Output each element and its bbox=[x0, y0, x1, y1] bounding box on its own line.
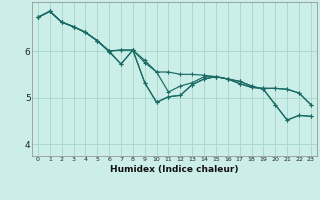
X-axis label: Humidex (Indice chaleur): Humidex (Indice chaleur) bbox=[110, 165, 239, 174]
